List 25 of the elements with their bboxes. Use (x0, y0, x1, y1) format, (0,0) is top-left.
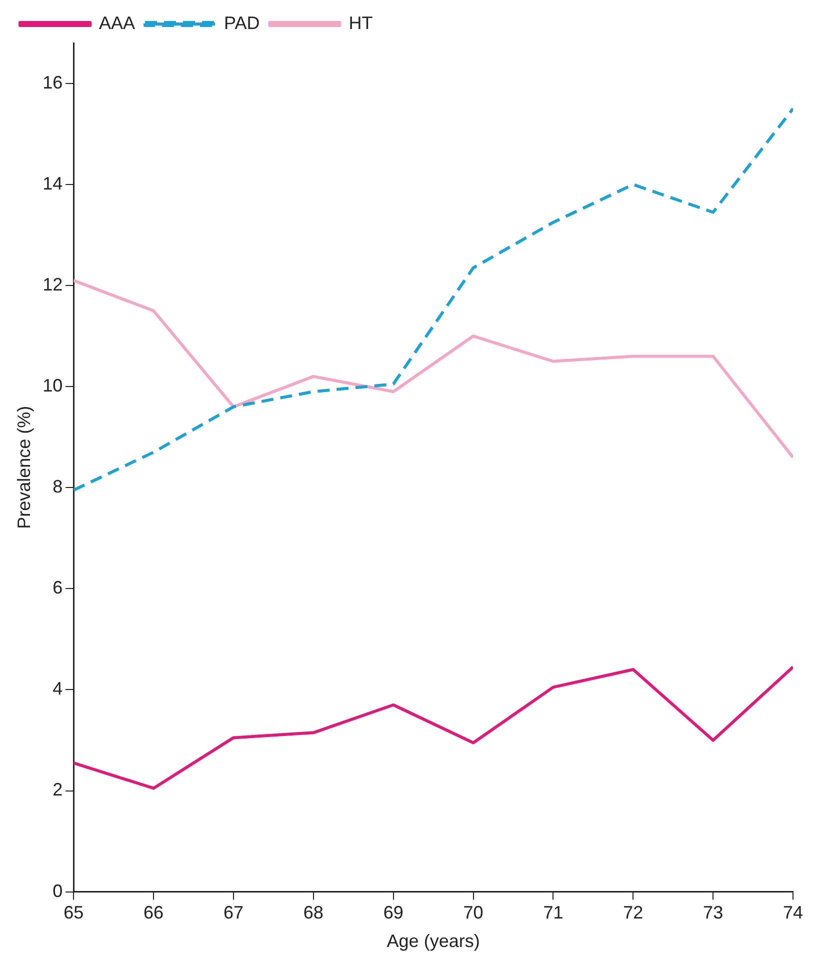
legend-label: HT (348, 12, 373, 33)
y-tick-label: 12 (42, 274, 63, 294)
legend-label: PAD (224, 12, 260, 33)
y-tick-label: 4 (52, 678, 63, 699)
legend-label: AAA (99, 12, 136, 33)
line-series (74, 107, 793, 492)
x-tick-label: 72 (623, 902, 644, 923)
x-tick-label: 70 (463, 902, 484, 923)
y-tick-label: 0 (52, 880, 63, 901)
x-tick-label: 74 (782, 902, 804, 923)
x-tick-label: 68 (303, 902, 324, 923)
y-tick-label: 14 (42, 173, 63, 194)
x-axis-title: Age (years) (386, 931, 480, 952)
y-axis-title: Prevalence (%) (14, 406, 34, 529)
y-tick-label: 6 (52, 578, 63, 598)
x-tick-label: 71 (543, 902, 564, 923)
y-tick-label: 8 (52, 476, 63, 497)
y-tick-label: 10 (42, 376, 63, 396)
x-tick-label: 67 (223, 902, 244, 923)
y-tick-label: 16 (42, 72, 63, 92)
x-tick-label: 65 (64, 902, 84, 923)
x-tick-label: 66 (144, 902, 164, 923)
x-tick-label: 69 (383, 902, 404, 923)
y-tick-label: 2 (52, 780, 63, 800)
x-tick-label: 73 (703, 902, 724, 923)
